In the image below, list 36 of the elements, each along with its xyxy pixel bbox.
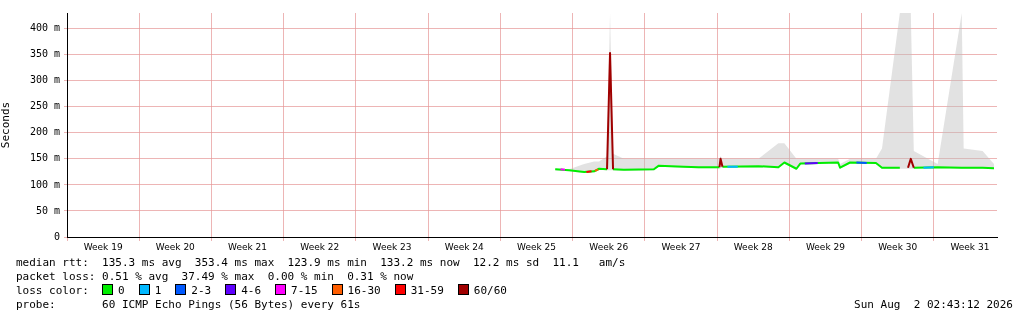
legend-label: 60/60 [473, 284, 507, 297]
legend-label: 16-30 [347, 284, 381, 297]
x-tick-label: Week 31 [950, 241, 990, 252]
y-tick-label: 0 [53, 230, 60, 242]
text: probe: 60 ICMP Echo Pings (56 Bytes) every 61s [16, 298, 361, 311]
x-tick-label: Week 24 [444, 241, 485, 252]
y-tick-label: 50 m [35, 204, 60, 216]
x-tick-label: Week 19 [83, 241, 123, 252]
text: median rtt: 135.3 ms avg 353.4 ms max 123.9 ms min 133.2 ms now 12.2 ms sd 11.1 am/s [16, 256, 627, 270]
x-tick-label: Week 23 [372, 241, 412, 252]
x-tick-label: Week 20 [155, 241, 196, 252]
y-tick-label: 100 m [29, 178, 60, 190]
legend-label: 31-59 [410, 284, 444, 297]
x-tick-label: Week 25 [517, 241, 557, 252]
y-tick-label: 400 m [29, 22, 60, 34]
legend-label: 7-15 [291, 284, 318, 297]
text: packet loss: 0.51 % avg 37.49 % max 0.00 % min 0.31 % now [16, 270, 415, 284]
legend-label: 1 [154, 284, 162, 297]
text: Sun Aug 2 02:43:12 2026 [854, 298, 1013, 311]
x-tick-label: Week 27 [661, 241, 701, 252]
legend-label: 4-6 [241, 284, 262, 297]
x-tick-label: Week 29 [805, 241, 846, 252]
x-tick-label: Week 30 [878, 241, 918, 252]
y-tick-label: 150 m [29, 152, 60, 164]
x-tick-label: Week 21 [228, 241, 268, 252]
x-tick-label: Week 28 [733, 241, 773, 252]
y-tick-label: 350 m [29, 48, 60, 60]
legend-label: 0 [118, 284, 125, 297]
legend-label: 2-3 [191, 284, 212, 297]
y-tick-label: 200 m [29, 126, 60, 138]
x-tick-label: Week 26 [589, 241, 629, 252]
y-tick-label: 300 m [29, 74, 60, 86]
y-tick-label: 250 m [29, 100, 60, 112]
x-tick-label: Week 22 [300, 241, 340, 252]
y-axis-title: Seconds [0, 101, 13, 149]
legend-title: loss color: [16, 284, 90, 297]
